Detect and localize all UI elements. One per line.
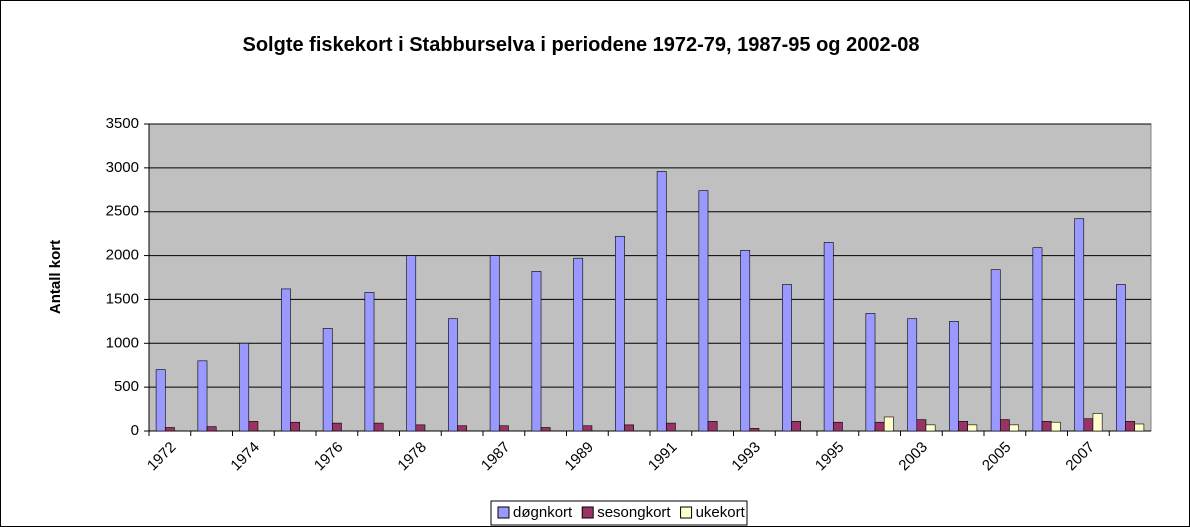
- bar: [749, 428, 760, 432]
- y-tick-label: 0: [131, 422, 139, 439]
- y-tick-label: 500: [114, 378, 139, 395]
- bar: [782, 284, 792, 432]
- bar: [155, 369, 166, 432]
- y-tick-label: 3000: [106, 159, 139, 176]
- bar: [1041, 421, 1052, 432]
- bar: [949, 321, 959, 432]
- bar: [615, 235, 625, 432]
- x-tick-label: 2003: [895, 439, 931, 475]
- bar: [457, 425, 468, 432]
- bar: [740, 250, 751, 432]
- legend-swatch: [497, 506, 510, 519]
- bar: [540, 427, 551, 432]
- bar: [707, 421, 718, 432]
- y-tick-label: 1000: [106, 334, 139, 351]
- bar: [958, 421, 969, 432]
- bar: [164, 427, 175, 432]
- y-tick-label: 3500: [106, 115, 139, 132]
- bar: [624, 424, 635, 432]
- y-tick-label: 1500: [106, 290, 139, 307]
- x-tick-label: 1976: [311, 439, 347, 475]
- x-tick-label: 1995: [812, 439, 848, 475]
- bar: [990, 269, 1001, 432]
- y-tick-label: 2500: [106, 203, 139, 220]
- chart-title: Solgte fiskekort i Stabburselva i period…: [242, 34, 920, 56]
- bar: [916, 419, 927, 432]
- bar: [239, 342, 250, 432]
- bar: [967, 424, 978, 432]
- bar: [925, 424, 936, 432]
- x-tick-label: 1978: [394, 439, 430, 475]
- legend-label: sesongkort: [597, 504, 671, 521]
- bar: [907, 318, 918, 432]
- x-tick-label: 1987: [478, 439, 514, 475]
- x-tick-label: 1991: [645, 439, 681, 475]
- bar: [1134, 423, 1145, 432]
- bar: [883, 416, 894, 432]
- bar: [1116, 284, 1126, 432]
- bar: [1074, 218, 1085, 432]
- bar: [698, 190, 709, 432]
- bar: [373, 422, 384, 432]
- legend-label: døgnkort: [513, 504, 573, 521]
- bar: [331, 422, 342, 432]
- bar: [290, 421, 301, 432]
- bar: [364, 292, 375, 432]
- y-tick-label: 2000: [106, 247, 139, 264]
- bar: [531, 271, 542, 432]
- bar: [248, 421, 259, 432]
- bar: [582, 425, 593, 432]
- bar: [197, 360, 208, 432]
- bar: [489, 255, 500, 432]
- bar: [281, 288, 291, 432]
- bar: [448, 318, 458, 432]
- bar: [865, 313, 876, 432]
- x-tick-label: 2005: [979, 439, 1015, 475]
- legend-label: ukekort: [696, 504, 746, 521]
- x-tick-label: 1989: [561, 439, 597, 475]
- x-tick-label: 1993: [728, 439, 764, 475]
- x-tick-label: 1972: [144, 439, 180, 475]
- bar: [832, 421, 843, 432]
- legend-swatch: [581, 506, 594, 519]
- bar: [573, 257, 584, 432]
- bar: [1125, 421, 1136, 432]
- bar: [1083, 418, 1094, 432]
- bar: [999, 419, 1010, 432]
- bar: [665, 422, 676, 432]
- legend-box: [490, 500, 748, 526]
- bar: [406, 255, 417, 432]
- bar: [1009, 424, 1019, 432]
- bar: [1092, 413, 1103, 432]
- x-tick-label: 2007: [1062, 439, 1098, 475]
- y-axis-label: Antall kort: [47, 240, 64, 314]
- x-tick-label: 1974: [227, 439, 263, 475]
- plot-area: [148, 123, 1152, 432]
- bar: [1032, 247, 1043, 432]
- bar: [791, 421, 802, 432]
- bar: [874, 421, 885, 432]
- bar: [322, 328, 333, 432]
- bar: [656, 171, 667, 432]
- legend: døgnkort sesongkort ukekort: [490, 500, 748, 526]
- bar: [415, 424, 426, 432]
- legend-swatch: [680, 506, 693, 519]
- bar: [206, 426, 217, 432]
- bar: [1050, 421, 1061, 432]
- bar: [823, 242, 834, 432]
- bar: [498, 425, 509, 432]
